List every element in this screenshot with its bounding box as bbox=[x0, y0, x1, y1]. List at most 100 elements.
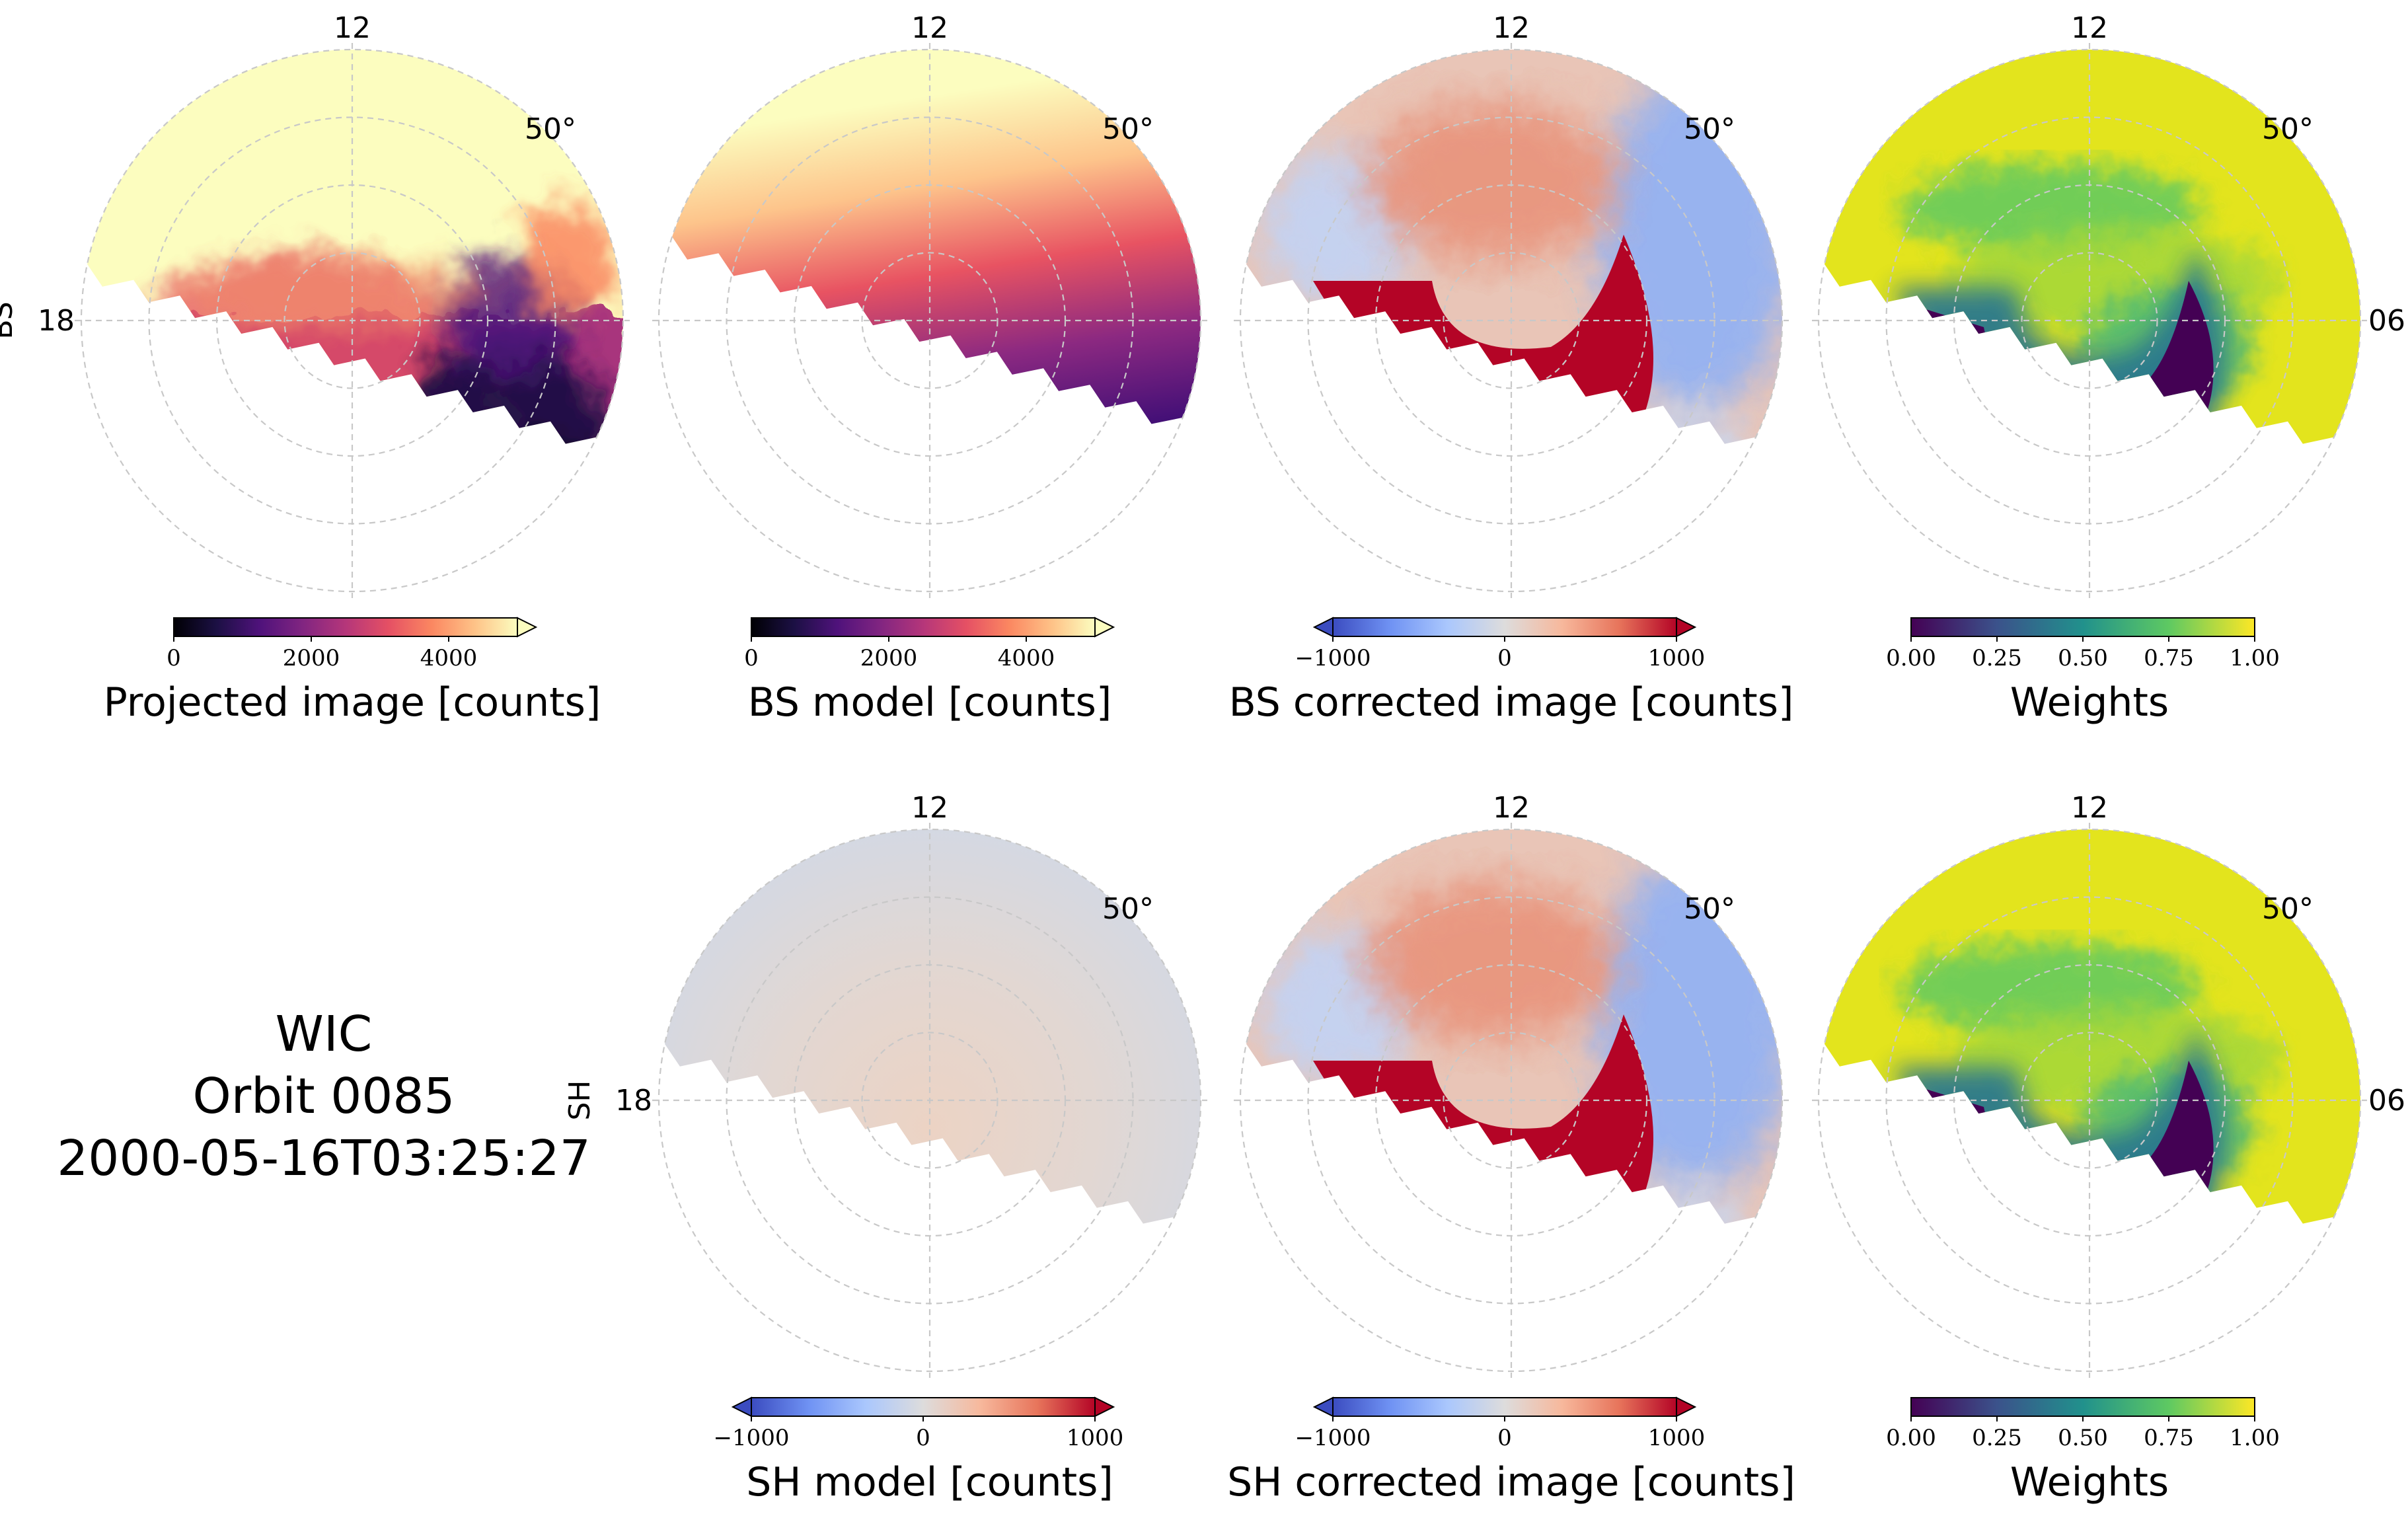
bs-model-panel: 12 50° 0 2000 4000 BS model [counts] bbox=[652, 11, 1207, 726]
projected-image-label-12: 12 bbox=[334, 11, 371, 45]
bs-model-colorbar-extend-max bbox=[1094, 617, 1115, 638]
projected-image-colorbar-label: Projected image [counts] bbox=[104, 679, 601, 726]
bs-weights-label-06: 06 bbox=[2368, 304, 2405, 338]
bs-model-label-12: 12 bbox=[911, 11, 948, 45]
projected-image-grid-circle-4 bbox=[80, 48, 624, 593]
sh-corrected-colorbar-label: SH corrected image [counts] bbox=[1227, 1459, 1795, 1505]
sh-model-colorbar: −1000 0 1000 SH model [counts] bbox=[713, 1396, 1124, 1505]
sh-corrected-panel: 12 50° −1000 0 1000 SH corrected image [count… bbox=[1227, 791, 1795, 1505]
projected-image-panel: 12 50° 18 BS 0 2000 4000 Projected image [count… bbox=[0, 11, 630, 726]
sh-weights-grid-circle-4 bbox=[1817, 828, 2362, 1373]
instrument-label: WIC bbox=[276, 1006, 373, 1063]
bs-weights-label-12: 12 bbox=[2071, 11, 2108, 45]
bs-weights-panel: 12 50° 06 0.00 0.25 0.50 0.75 1.00 Weights bbox=[1812, 11, 2405, 726]
sh-corrected-label-50deg: 50° bbox=[1684, 892, 1735, 926]
bs-weights-grid-circle-4 bbox=[1817, 48, 2362, 593]
bs-weights-colorbar-tick-label-3: 0.75 bbox=[2144, 645, 2194, 671]
projected-image-colorbar: 0 2000 4000 Projected image [counts] bbox=[104, 617, 601, 726]
sh-model-grid-circle-1 bbox=[861, 1032, 998, 1169]
sh-corrected-colorbar: −1000 0 1000 SH corrected image [counts] bbox=[1227, 1396, 1795, 1505]
sh-model-grid-circle-4 bbox=[658, 828, 1202, 1373]
projected-image-image bbox=[87, 50, 623, 444]
projected-image-row-label-bs: BS bbox=[0, 301, 19, 339]
sh-corrected-colorbar-extend-min bbox=[1312, 1396, 1334, 1418]
bs-weights-grid-circle-1 bbox=[2021, 252, 2158, 389]
sh-model-label-50deg: 50° bbox=[1102, 892, 1154, 926]
bs-weights-colorbar-tick-label-2: 0.50 bbox=[2058, 645, 2108, 671]
sh-weights-colorbar: 0.00 0.25 0.50 0.75 1.00 Weights bbox=[1886, 1397, 2280, 1505]
sh-corrected-label-12: 12 bbox=[1493, 791, 1530, 825]
projected-image-label-18: 18 bbox=[38, 304, 75, 338]
projected-image-colorbar-tick-label-1: 2000 bbox=[283, 645, 340, 671]
sh-weights-label-12: 12 bbox=[2071, 791, 2108, 825]
bs-weights-colorbar-tick-label-0: 0.00 bbox=[1886, 645, 1936, 671]
bs-model-colorbar-ramp bbox=[751, 617, 1096, 637]
bs-corrected-label-12: 12 bbox=[1493, 11, 1530, 45]
sh-corrected-grid-circle-4 bbox=[1239, 828, 1784, 1373]
sh-model-colorbar-label: SH model [counts] bbox=[746, 1459, 1113, 1505]
sh-model-colorbar-extend-min bbox=[731, 1396, 752, 1418]
bs-model-grid-circle-4 bbox=[658, 48, 1202, 593]
sh-model-panel: 12 50° 18 SH −1000 0 1000 SH model [counts] bbox=[563, 791, 1207, 1505]
bs-weights-label-50deg: 50° bbox=[2262, 112, 2314, 146]
bs-model-colorbar-tick-label-1: 2000 bbox=[860, 645, 918, 671]
bs-corrected-colorbar-tick-label-2: 1000 bbox=[1648, 645, 1706, 671]
sh-corrected-grid-circle-1 bbox=[1443, 1032, 1580, 1169]
bs-model-grid-circle-1 bbox=[861, 252, 998, 389]
projected-image-grid-circle-1 bbox=[283, 252, 421, 389]
sh-corrected-colorbar-ramp bbox=[1332, 1397, 1677, 1417]
bs-weights-colorbar-tick-label-1: 0.25 bbox=[1972, 645, 2022, 671]
sh-weights-colorbar-tick-label-2: 0.50 bbox=[2058, 1425, 2108, 1451]
bs-corrected-colorbar: −1000 0 1000 BS corrected image [counts] bbox=[1229, 617, 1794, 726]
sh-weights-grid-circle-1 bbox=[2021, 1032, 2158, 1169]
sh-weights-colorbar-tick-label-0: 0.00 bbox=[1886, 1425, 1936, 1451]
sh-corrected-colorbar-tick-label-1: 0 bbox=[1497, 1425, 1512, 1451]
sh-model-colorbar-tick-label-2: 1000 bbox=[1067, 1425, 1124, 1451]
sh-weights-label-50deg: 50° bbox=[2262, 892, 2314, 926]
projected-image-colorbar-tick-label-2: 4000 bbox=[420, 645, 478, 671]
sh-corrected-colorbar-tick-label-2: 1000 bbox=[1648, 1425, 1706, 1451]
bs-weights-colorbar-label: Weights bbox=[2010, 679, 2169, 726]
sh-weights-colorbar-tick-label-3: 0.75 bbox=[2144, 1425, 2194, 1451]
sh-weights-colorbar-ramp bbox=[1910, 1397, 2255, 1417]
sh-model-colorbar-extend-max bbox=[1094, 1396, 1115, 1418]
sh-model-label-18: 18 bbox=[615, 1084, 652, 1117]
sh-corrected-colorbar-tick-label-0: −1000 bbox=[1295, 1425, 1371, 1451]
bs-model-colorbar-label: BS model [counts] bbox=[748, 679, 1112, 726]
sh-model-row-label-sh: SH bbox=[563, 1080, 597, 1120]
bs-corrected-colorbar-label: BS corrected image [counts] bbox=[1229, 679, 1794, 726]
bs-model-colorbar: 0 2000 4000 BS model [counts] bbox=[744, 617, 1115, 726]
bs-corrected-grid-circle-4 bbox=[1239, 48, 1784, 593]
sh-weights-label-06: 06 bbox=[2368, 1084, 2405, 1117]
sh-weights-panel: 12 50° 06 0.00 0.25 0.50 0.75 1.00 Weights bbox=[1812, 791, 2405, 1505]
projected-image-label-50deg: 50° bbox=[525, 112, 576, 146]
sh-model-colorbar-tick-label-0: −1000 bbox=[713, 1425, 789, 1451]
bs-corrected-panel: 12 50° −1000 0 1000 BS corrected image [count… bbox=[1229, 11, 1794, 726]
projected-image-colorbar-ramp bbox=[173, 617, 518, 637]
info-block: WIC Orbit 0085 2000-05-16T03:25:27 bbox=[57, 1006, 591, 1187]
timestamp-label: 2000-05-16T03:25:27 bbox=[57, 1130, 591, 1187]
bs-model-colorbar-tick-label-0: 0 bbox=[744, 645, 759, 671]
sh-weights-colorbar-tick-label-4: 1.00 bbox=[2230, 1425, 2280, 1451]
bs-corrected-label-50deg: 50° bbox=[1684, 112, 1735, 146]
sh-weights-colorbar-label: Weights bbox=[2010, 1459, 2169, 1505]
bs-weights-colorbar-tick-label-4: 1.00 bbox=[2230, 645, 2280, 671]
bs-corrected-colorbar-tick-label-1: 0 bbox=[1497, 645, 1512, 671]
bs-corrected-grid-circle-1 bbox=[1443, 252, 1580, 389]
bs-weights-colorbar-ramp bbox=[1910, 617, 2255, 637]
orbit-label: Orbit 0085 bbox=[192, 1068, 455, 1125]
sh-corrected-colorbar-extend-max bbox=[1676, 1396, 1697, 1418]
sh-model-colorbar-ramp bbox=[751, 1397, 1096, 1417]
sh-model-colorbar-tick-label-1: 0 bbox=[916, 1425, 930, 1451]
bs-corrected-colorbar-extend-max bbox=[1676, 617, 1697, 638]
bs-corrected-colorbar-ramp bbox=[1332, 617, 1677, 637]
sh-weights-colorbar-tick-label-1: 0.25 bbox=[1972, 1425, 2022, 1451]
bs-model-colorbar-tick-label-2: 4000 bbox=[998, 645, 1055, 671]
sh-model-label-12: 12 bbox=[911, 791, 948, 825]
bs-corrected-colorbar-extend-min bbox=[1312, 617, 1334, 638]
bs-corrected-colorbar-tick-label-0: −1000 bbox=[1295, 645, 1371, 671]
bs-model-label-50deg: 50° bbox=[1102, 112, 1154, 146]
bs-weights-colorbar: 0.00 0.25 0.50 0.75 1.00 Weights bbox=[1886, 617, 2280, 726]
